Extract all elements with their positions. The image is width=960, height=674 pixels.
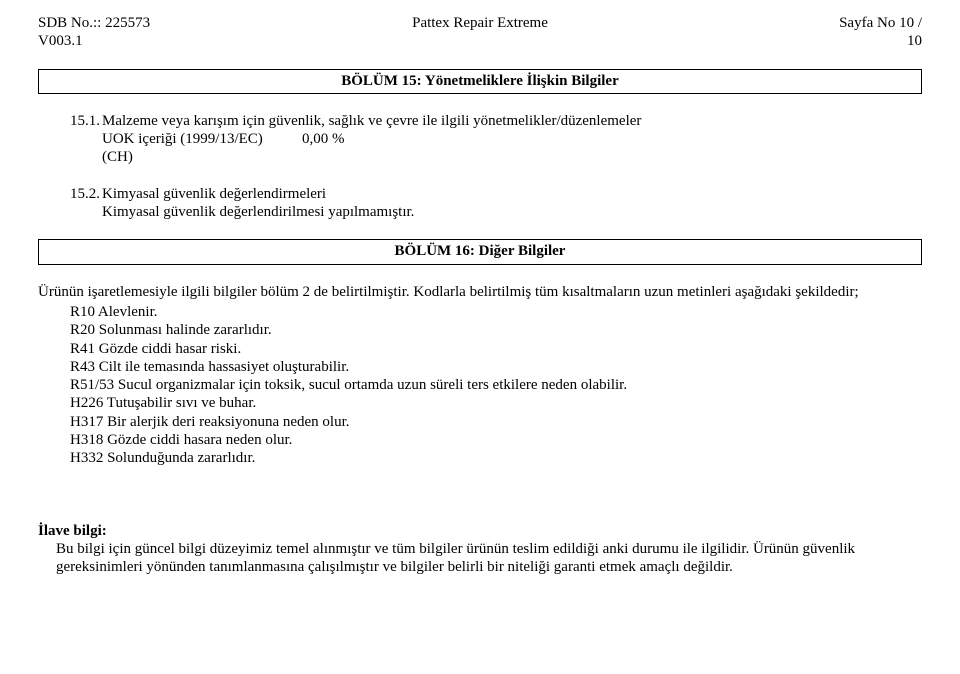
section-16-title: BÖLÜM 16: Diğer Bilgiler bbox=[395, 243, 566, 259]
section-15-title-bar: BÖLÜM 15: Yönetmeliklere İlişkin Bilgile… bbox=[38, 69, 922, 94]
item-15-2-text: Kimyasal güvenlik değerlendirmeleri bbox=[102, 185, 922, 203]
uok-label: UOK içeriği (1999/13/EC) bbox=[102, 130, 302, 148]
document-header: SDB No.:: 225573 V003.1 Pattex Repair Ex… bbox=[38, 14, 922, 51]
item-15-2: 15.2. Kimyasal güvenlik değerlendirmeler… bbox=[70, 185, 922, 203]
page-total: 10 bbox=[839, 32, 922, 50]
uok-ch: (CH) bbox=[102, 148, 922, 166]
additional-info: İlave bilgi: Bu bilgi için güncel bilgi … bbox=[38, 522, 922, 577]
r41: R41 Gözde ciddi hasar riski. bbox=[70, 340, 922, 358]
h226: H226 Tutuşabilir sıvı ve buhar. bbox=[70, 394, 922, 412]
item-15-1: 15.1. Malzeme veya karışım için güvenlik… bbox=[70, 112, 922, 130]
h332: H332 Solunduğunda zararlıdır. bbox=[70, 449, 922, 467]
item-15-1-text: Malzeme veya karışım için güvenlik, sağl… bbox=[102, 112, 922, 130]
product-name: Pattex Repair Extreme bbox=[412, 14, 548, 32]
h318: H318 Gözde ciddi hasara neden olur. bbox=[70, 431, 922, 449]
additional-info-body: Bu bilgi için güncel bilgi düzeyimiz tem… bbox=[56, 540, 922, 577]
item-15-2-sub: Kimyasal güvenlik değerlendirilmesi yapı… bbox=[102, 203, 922, 221]
section-16-intro: Ürünün işaretlemesiyle ilgili bilgiler b… bbox=[38, 283, 922, 301]
section-16-title-bar: BÖLÜM 16: Diğer Bilgiler bbox=[38, 239, 922, 264]
r20: R20 Solunması halinde zararlıdır. bbox=[70, 321, 922, 339]
sdb-number: SDB No.:: 225573 bbox=[38, 14, 150, 32]
item-15-1-number: 15.1. bbox=[70, 112, 102, 130]
page-label: Sayfa No 10 / bbox=[839, 14, 922, 32]
r51-53: R51/53 Sucul organizmalar için toksik, s… bbox=[70, 376, 922, 394]
uok-value: 0,00 % bbox=[302, 130, 345, 148]
section-15-title: BÖLÜM 15: Yönetmeliklere İlişkin Bilgile… bbox=[341, 73, 619, 89]
version: V003.1 bbox=[38, 32, 150, 50]
uok-row: UOK içeriği (1999/13/EC) 0,00 % bbox=[102, 130, 922, 148]
item-15-2-number: 15.2. bbox=[70, 185, 102, 203]
additional-info-title: İlave bilgi: bbox=[38, 522, 922, 540]
r43: R43 Cilt ile temasında hassasiyet oluştu… bbox=[70, 358, 922, 376]
h317: H317 Bir alerjik deri reaksiyonuna neden… bbox=[70, 413, 922, 431]
r10: R10 Alevlenir. bbox=[70, 303, 922, 321]
